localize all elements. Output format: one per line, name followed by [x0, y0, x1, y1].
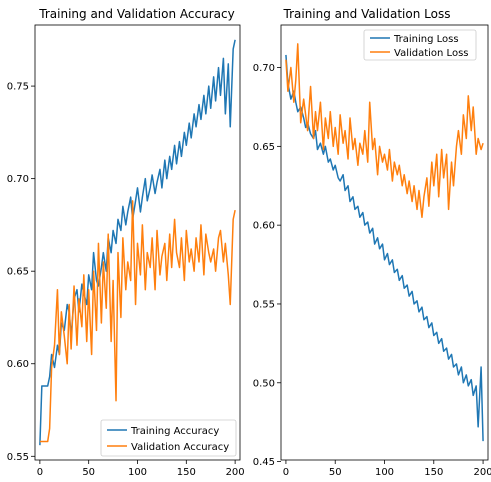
accuracy-legend-box	[100, 419, 237, 457]
accuracy-x-tick-label: 150	[177, 467, 196, 478]
loss-y-tick-label: 0.55	[253, 299, 275, 310]
legend-label-training-accuracy: Training Accuracy	[130, 426, 219, 437]
accuracy-x-tick-label: 0	[37, 467, 43, 478]
loss-chart-title: Training and Validation Loss	[283, 7, 451, 21]
loss-y-tick-label: 0.50	[253, 378, 275, 389]
loss-legend-box	[363, 29, 477, 61]
loss-y-tick-label: 0.65	[253, 142, 275, 153]
accuracy-x-tick-label: 50	[82, 467, 95, 478]
legend-label-validation-loss: Validation Loss	[394, 48, 469, 59]
series-line-training-loss	[285, 54, 484, 442]
series-line-validation-accuracy	[39, 200, 236, 443]
loss-legend: Training Loss Validation Loss	[363, 29, 477, 61]
loss-plot-area: 0 50 100 150 200 0.45 0.50 0.55 0.60 0.65 0.70	[253, 24, 491, 478]
loss-panel: Training and Validation Loss 0 50 100 150 20…	[253, 7, 491, 478]
accuracy-y-tick-label: 0.60	[7, 359, 29, 370]
loss-y-tick-label: 0.70	[253, 63, 275, 74]
accuracy-y-tick-label: 0.65	[7, 267, 29, 278]
series-line-validation-loss	[285, 43, 484, 219]
loss-y-tick-label: 0.60	[253, 221, 275, 232]
accuracy-y-tick-label: 0.75	[7, 82, 29, 93]
accuracy-y-tick-label: 0.70	[7, 174, 29, 185]
loss-x-tick-label: 0	[283, 467, 289, 478]
accuracy-chart-title: Training and Validation Accuracy	[38, 7, 234, 21]
loss-x-tick-label: 100	[375, 467, 394, 478]
accuracy-y-tick-label: 0.55	[7, 452, 29, 463]
loss-x-tick-label: 200	[474, 467, 491, 478]
loss-y-tick-label: 0.45	[253, 457, 275, 468]
accuracy-legend: Training Accuracy Validation Accuracy	[100, 419, 237, 457]
accuracy-x-tick-label: 200	[226, 467, 245, 478]
legend-label-validation-accuracy: Validation Accuracy	[131, 442, 229, 453]
accuracy-plot-area: 0 50 100 150 200 0.55 0.60 0.65 0.70 0.75	[7, 24, 245, 478]
accuracy-x-tick-label: 100	[128, 467, 147, 478]
loss-x-tick-label: 50	[329, 467, 342, 478]
accuracy-panel: Training and Validation Accuracy 0 50 100 1…	[7, 7, 245, 478]
loss-x-tick-label: 150	[424, 467, 443, 478]
legend-label-training-loss: Training Loss	[393, 34, 459, 45]
